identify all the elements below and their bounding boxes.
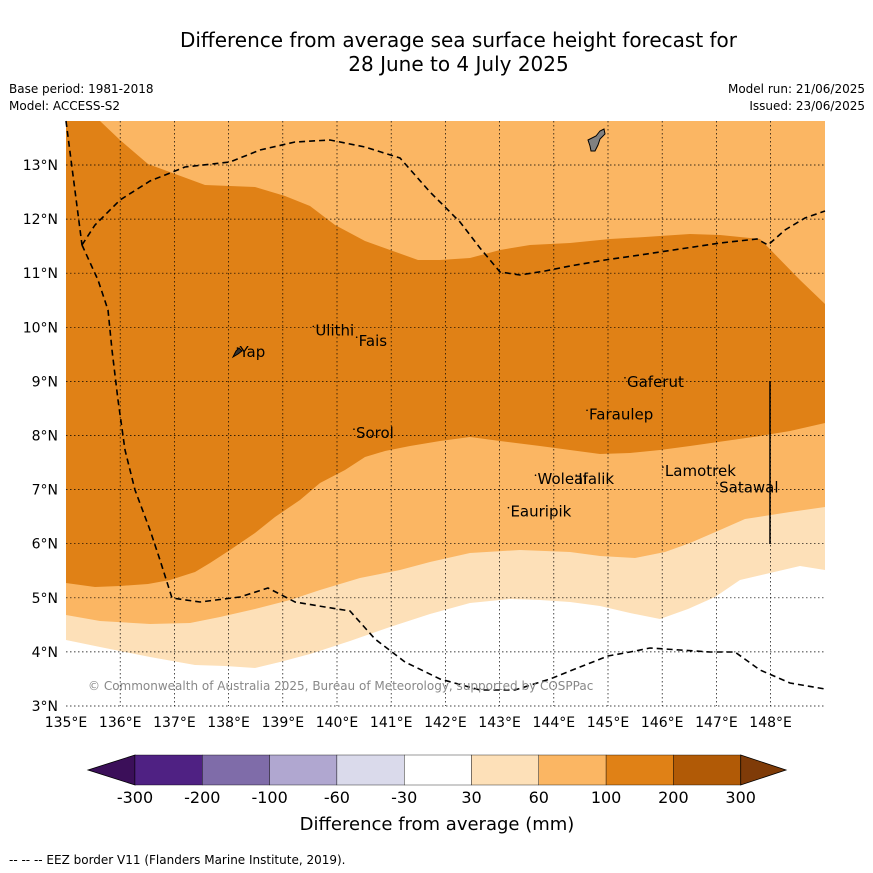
colorbar-tick-label: -60 [323,788,350,807]
place-marker [236,347,239,349]
lon-tick-label: 146°E [641,715,684,731]
colorbar-tick-label: 100 [590,788,622,807]
lon-tick-label: 139°E [262,715,305,731]
colorbar-tick-label: -30 [391,788,418,807]
yap-island [231,347,243,359]
meta-left: Base period: 1981-2018 Model: ACCESS-S2 [9,81,154,115]
colorbar-segment [269,754,338,786]
colorbar-tick-label: -200 [184,788,221,807]
lat-tick-label: 3°N [32,699,58,715]
place-label: Eauripik [510,503,571,521]
place-marker [575,474,577,476]
colorbar [86,754,788,786]
colorbar-segment [605,754,674,786]
lon-tick-label: 144°E [533,715,576,731]
lon-tick-label: 135°E [45,715,88,731]
guam-island [587,128,606,152]
lat-tick-label: 10°N [23,320,58,336]
place-marker [353,428,355,431]
model-run-text: Model run: 21/06/2025 [727,82,865,96]
place-label: Faraulep [589,405,653,423]
place-label: Sorol [356,424,394,442]
base-period-text: Base period: 1981-2018 [9,82,154,96]
colorbar-tick-label: -100 [251,788,288,807]
eez-footnote: -- -- -- EEZ border V11 (Flanders Marine… [9,853,346,867]
colorbar-tick-label: 60 [528,788,549,807]
place-label: Lamotrek [665,462,736,480]
eez-border [65,120,826,691]
lon-tick-label: 148°E [749,715,792,731]
copyright-text: © Commonwealth of Australia 2025, Bureau… [88,679,593,693]
title-line-2: 28 June to 4 July 2025 [348,52,569,76]
lat-tick-label: 7°N [32,483,58,499]
place-label: Ifalik [578,470,614,488]
lon-tick-label: 141°E [370,715,413,731]
lon-tick-label: 140°E [316,715,359,731]
place-label: Satawal [719,478,778,496]
colorbar-tick-label: 300 [725,788,756,807]
place-labels: Yap Ulithi Fais Sorol Gaferut Faraulep WoleaiI… [236,321,779,521]
lon-tick-label: 147°E [695,715,738,731]
meta-right: Model run: 21/06/2025 Issued: 23/06/2025 [728,81,865,115]
lon-tick-labels: 135°E 136°E 137°E 138°E 139°E 140°E 141°E 142°E… [45,715,792,731]
colorbar-segment [404,754,472,786]
lon-tick-label: 143°E [478,715,521,731]
lat-tick-label: 5°N [32,591,58,607]
place-marker [716,482,718,485]
chart-title: Difference from average sea surface heig… [66,28,851,76]
lat-tick-label: 13°N [23,158,58,174]
place-label: Yap [238,343,265,361]
lat-tick-label: 6°N [32,537,58,553]
colorbar-segment [673,754,741,786]
place-label: Woleai [538,470,588,488]
lon-tick-label: 136°E [99,715,142,731]
place-label: Fais [359,332,388,350]
lon-tick-label: 142°E [424,715,467,731]
lat-tick-label: 4°N [32,645,58,661]
place-label: Gaferut [627,373,684,391]
lon-tick-label: 145°E [587,715,630,731]
place-marker [534,474,537,476]
colorbar-tick-label: 30 [461,788,482,807]
title-line-1: Difference from average sea surface heig… [179,28,738,52]
place-marker [507,506,510,509]
lat-tick-label: 11°N [23,266,58,282]
model-text: Model: ACCESS-S2 [9,99,121,113]
place-marker [624,377,626,379]
lon-tick-label: 137°E [153,715,196,731]
colorbar-segment [134,754,203,786]
issued-text: Issued: 23/06/2025 [749,99,865,113]
lon-tick-label: 138°E [207,715,250,731]
colorbar-tick-label: -300 [116,788,154,807]
colorbar-segment [336,754,405,786]
place-marker [586,409,588,412]
colorbar-segment [471,754,540,786]
place-marker [355,336,358,339]
lat-tick-label: 12°N [23,212,58,228]
colorbar-arrow-high [740,754,788,786]
lat-tick-label: 9°N [32,374,58,390]
place-label: Ulithi [315,321,354,339]
place-marker [312,325,315,328]
lat-tick-labels: 3°N 4°N 5°N 6°N 7°N 8°N 9°N 10°N 11°N 12°N 13°N [23,158,58,715]
colorbar-segment [538,754,607,786]
colorbar-tick-label: 200 [658,788,689,807]
colorbar-segment [202,754,270,786]
lat-tick-label: 8°N [32,429,58,445]
colorbar-arrow-low [86,754,136,786]
place-marker [662,466,664,468]
colorbar-title: Difference from average (mm) [299,814,575,835]
